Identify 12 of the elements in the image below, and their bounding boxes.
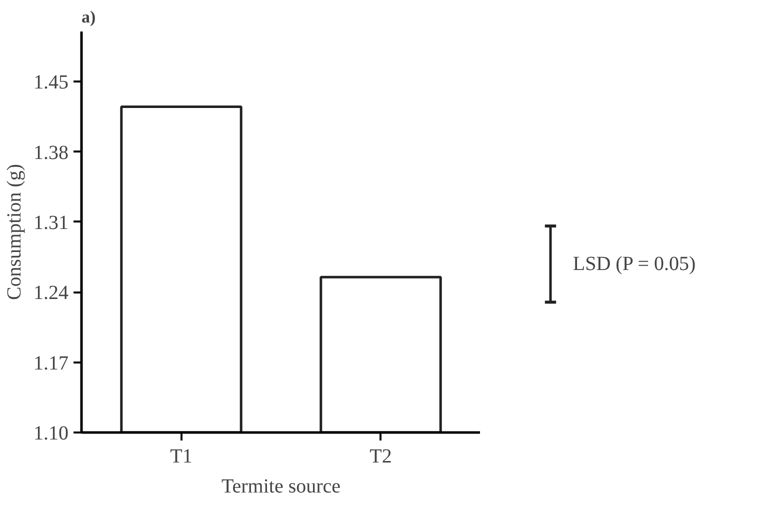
x-tick-label: T2 [370, 446, 392, 468]
text: LSD (P = 0.05) [572, 253, 696, 276]
y-axis-title: Consumption (g) [4, 164, 26, 300]
chart-title: a) [82, 8, 96, 26]
x-axis-title: Termite source [221, 476, 341, 498]
y-tick-label: 1.17 [34, 352, 68, 374]
y-tick-label: 1.10 [34, 422, 68, 444]
y-tick-label: 1.45 [34, 72, 68, 94]
y-tick-label: 1.24 [34, 282, 68, 304]
y-tick-label: 1.31 [34, 212, 68, 234]
x-tick-label: T1 [170, 446, 192, 468]
y-tick-label: 1.38 [34, 142, 68, 164]
